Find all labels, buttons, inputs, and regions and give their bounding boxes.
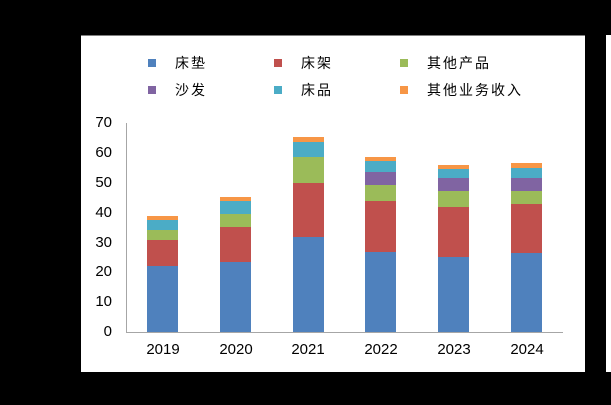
- y-tick-label: 60: [95, 144, 112, 161]
- legend-swatch-icon: [400, 86, 408, 94]
- y-tick-label: 40: [95, 204, 112, 221]
- bar-2022: [365, 157, 396, 332]
- bar-segment: [365, 160, 396, 172]
- bar-segment: [365, 185, 396, 201]
- x-axis-line: [126, 332, 563, 333]
- x-tick-label: 2023: [437, 341, 471, 358]
- legend-item-bed-frame: 床架: [274, 55, 333, 72]
- bar-2023: [438, 164, 469, 332]
- bar-segment: [511, 163, 542, 169]
- bar-segment: [438, 164, 469, 169]
- bar-segment: [438, 256, 469, 332]
- legend-item-sofa: 沙发: [148, 82, 207, 99]
- legend-label: 其他产品: [427, 56, 491, 72]
- bar-segment: [438, 178, 469, 192]
- bar-segment: [293, 183, 324, 238]
- bar-segment: [147, 219, 178, 230]
- bar-2024: [511, 163, 542, 332]
- bar-2019: [147, 216, 178, 332]
- plot-area: 70 60 50 40 30 20 10 0 2019 2020 2021 20…: [81, 36, 585, 372]
- bar-2020: [220, 197, 251, 332]
- legend-label: 床架: [301, 56, 333, 72]
- legend-swatch-icon: [400, 59, 408, 67]
- bar-segment: [365, 251, 396, 332]
- bar-segment: [220, 214, 251, 227]
- legend-item-bedding: 床品: [274, 82, 333, 99]
- bar-segment: [147, 239, 178, 267]
- x-tick-label: 2020: [219, 341, 253, 358]
- bar-2021: [293, 137, 324, 332]
- x-tick-label: 2019: [146, 341, 180, 358]
- bar-segment: [220, 226, 251, 263]
- bar-segment: [147, 229, 178, 240]
- y-tick-label: 0: [103, 323, 112, 340]
- bar-segment: [220, 262, 251, 332]
- legend-swatch-icon: [148, 59, 156, 67]
- bar-segment: [511, 190, 542, 204]
- bar-segment: [147, 266, 178, 332]
- bar-segment: [438, 191, 469, 207]
- bar-segment: [293, 141, 324, 157]
- y-tick-label: 70: [95, 114, 112, 131]
- y-tick-label: 10: [95, 293, 112, 310]
- legend-item-mattress: 床垫: [148, 55, 207, 72]
- legend-label: 其他业务收入: [427, 83, 523, 99]
- bar-segment: [220, 197, 251, 201]
- legend-label: 床品: [301, 83, 333, 99]
- x-tick-label: 2024: [510, 341, 544, 358]
- bar-segment: [365, 157, 396, 161]
- bar-segment: [511, 177, 542, 191]
- bar-segment: [293, 137, 324, 142]
- bar-segment: [511, 203, 542, 254]
- chart-panel: 床垫 床架 其他产品 沙发 床品 其他业务收入 70 60 50 40 30 2…: [81, 35, 585, 372]
- bar-segment: [438, 206, 469, 257]
- bar-segment: [220, 200, 251, 215]
- bar-segment: [511, 253, 542, 332]
- legend-item-other-products: 其他产品: [400, 55, 491, 72]
- y-tick-label: 30: [95, 234, 112, 251]
- legend-swatch-icon: [274, 59, 282, 67]
- bar-segment: [365, 171, 396, 186]
- adjacent-panel-edge: [606, 35, 611, 372]
- x-tick-label: 2021: [291, 341, 325, 358]
- legend-swatch-icon: [148, 86, 156, 94]
- legend-item-other-business-income: 其他业务收入: [400, 82, 523, 99]
- y-tick-label: 50: [95, 174, 112, 191]
- chart-legend: 床垫 床架 其他产品 沙发 床品 其他业务收入: [81, 36, 585, 116]
- bar-segment: [147, 216, 178, 220]
- y-tick-label: 20: [95, 263, 112, 280]
- bar-segment: [438, 168, 469, 179]
- bar-segment: [365, 200, 396, 252]
- legend-label: 沙发: [175, 83, 207, 99]
- bar-segment: [293, 156, 324, 184]
- legend-label: 床垫: [175, 56, 207, 72]
- bar-segment: [511, 168, 542, 178]
- y-axis-line: [126, 123, 127, 333]
- legend-swatch-icon: [274, 86, 282, 94]
- x-tick-label: 2022: [364, 341, 398, 358]
- bar-segment: [293, 237, 324, 332]
